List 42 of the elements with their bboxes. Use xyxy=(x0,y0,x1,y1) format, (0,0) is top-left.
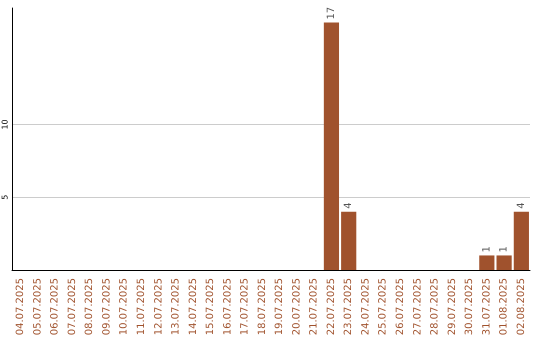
x-tick-label: 23.07.2025 xyxy=(343,278,354,336)
data-label: 4 xyxy=(516,202,527,209)
bar xyxy=(496,255,512,270)
bar xyxy=(514,212,529,270)
x-tick-label: 21.07.2025 xyxy=(308,278,320,336)
x-tick-label: 10.07.2025 xyxy=(118,278,130,336)
data-label: 1 xyxy=(498,246,510,252)
x-tick-label: 08.07.2025 xyxy=(84,278,96,336)
x-tick-label: 20.07.2025 xyxy=(291,278,302,336)
x-tick-label: 16.07.2025 xyxy=(222,278,234,336)
data-label: 4 xyxy=(343,202,354,209)
x-tick-label: 31.07.2025 xyxy=(481,278,492,336)
x-tick-label: 06.07.2025 xyxy=(50,278,61,336)
y-tick-label: 5 xyxy=(0,194,10,200)
x-tick-label: 29.07.2025 xyxy=(446,278,458,336)
x-tick-label: 26.07.2025 xyxy=(395,278,406,336)
x-tick-label: 15.07.2025 xyxy=(205,278,216,336)
x-tick-label: 14.07.2025 xyxy=(188,278,199,336)
data-label: 17 xyxy=(326,6,337,20)
bar xyxy=(479,255,494,270)
x-tick-label: 09.07.2025 xyxy=(101,278,112,336)
x-tick-label: 05.07.2025 xyxy=(32,278,44,336)
x-tick-label: 25.07.2025 xyxy=(378,278,389,336)
x-tick-label: 04.07.2025 xyxy=(15,278,26,336)
x-tick-label: 28.07.2025 xyxy=(430,278,441,336)
x-tick-label: 24.07.2025 xyxy=(360,278,372,336)
x-tick-label: 17.07.2025 xyxy=(240,278,251,336)
x-tick-label: 02.08.2025 xyxy=(516,278,527,336)
bar xyxy=(341,212,356,270)
bar xyxy=(324,22,340,270)
x-tick-label: 30.07.2025 xyxy=(464,278,476,336)
x-tick-label: 07.07.2025 xyxy=(66,278,78,336)
x-tick-label: 01.08.2025 xyxy=(498,278,510,336)
x-tick-label: 12.07.2025 xyxy=(153,278,164,336)
x-tick-label: 27.07.2025 xyxy=(412,278,424,336)
data-label: 1 xyxy=(481,246,492,252)
x-tick-label: 19.07.2025 xyxy=(274,278,286,336)
y-tick-label: 10 xyxy=(0,119,10,130)
x-tick-label: 18.07.2025 xyxy=(256,278,268,336)
x-tick-label: 22.07.2025 xyxy=(326,278,337,336)
x-tick-label: 13.07.2025 xyxy=(170,278,182,336)
x-tick-label: 11.07.2025 xyxy=(136,278,147,336)
